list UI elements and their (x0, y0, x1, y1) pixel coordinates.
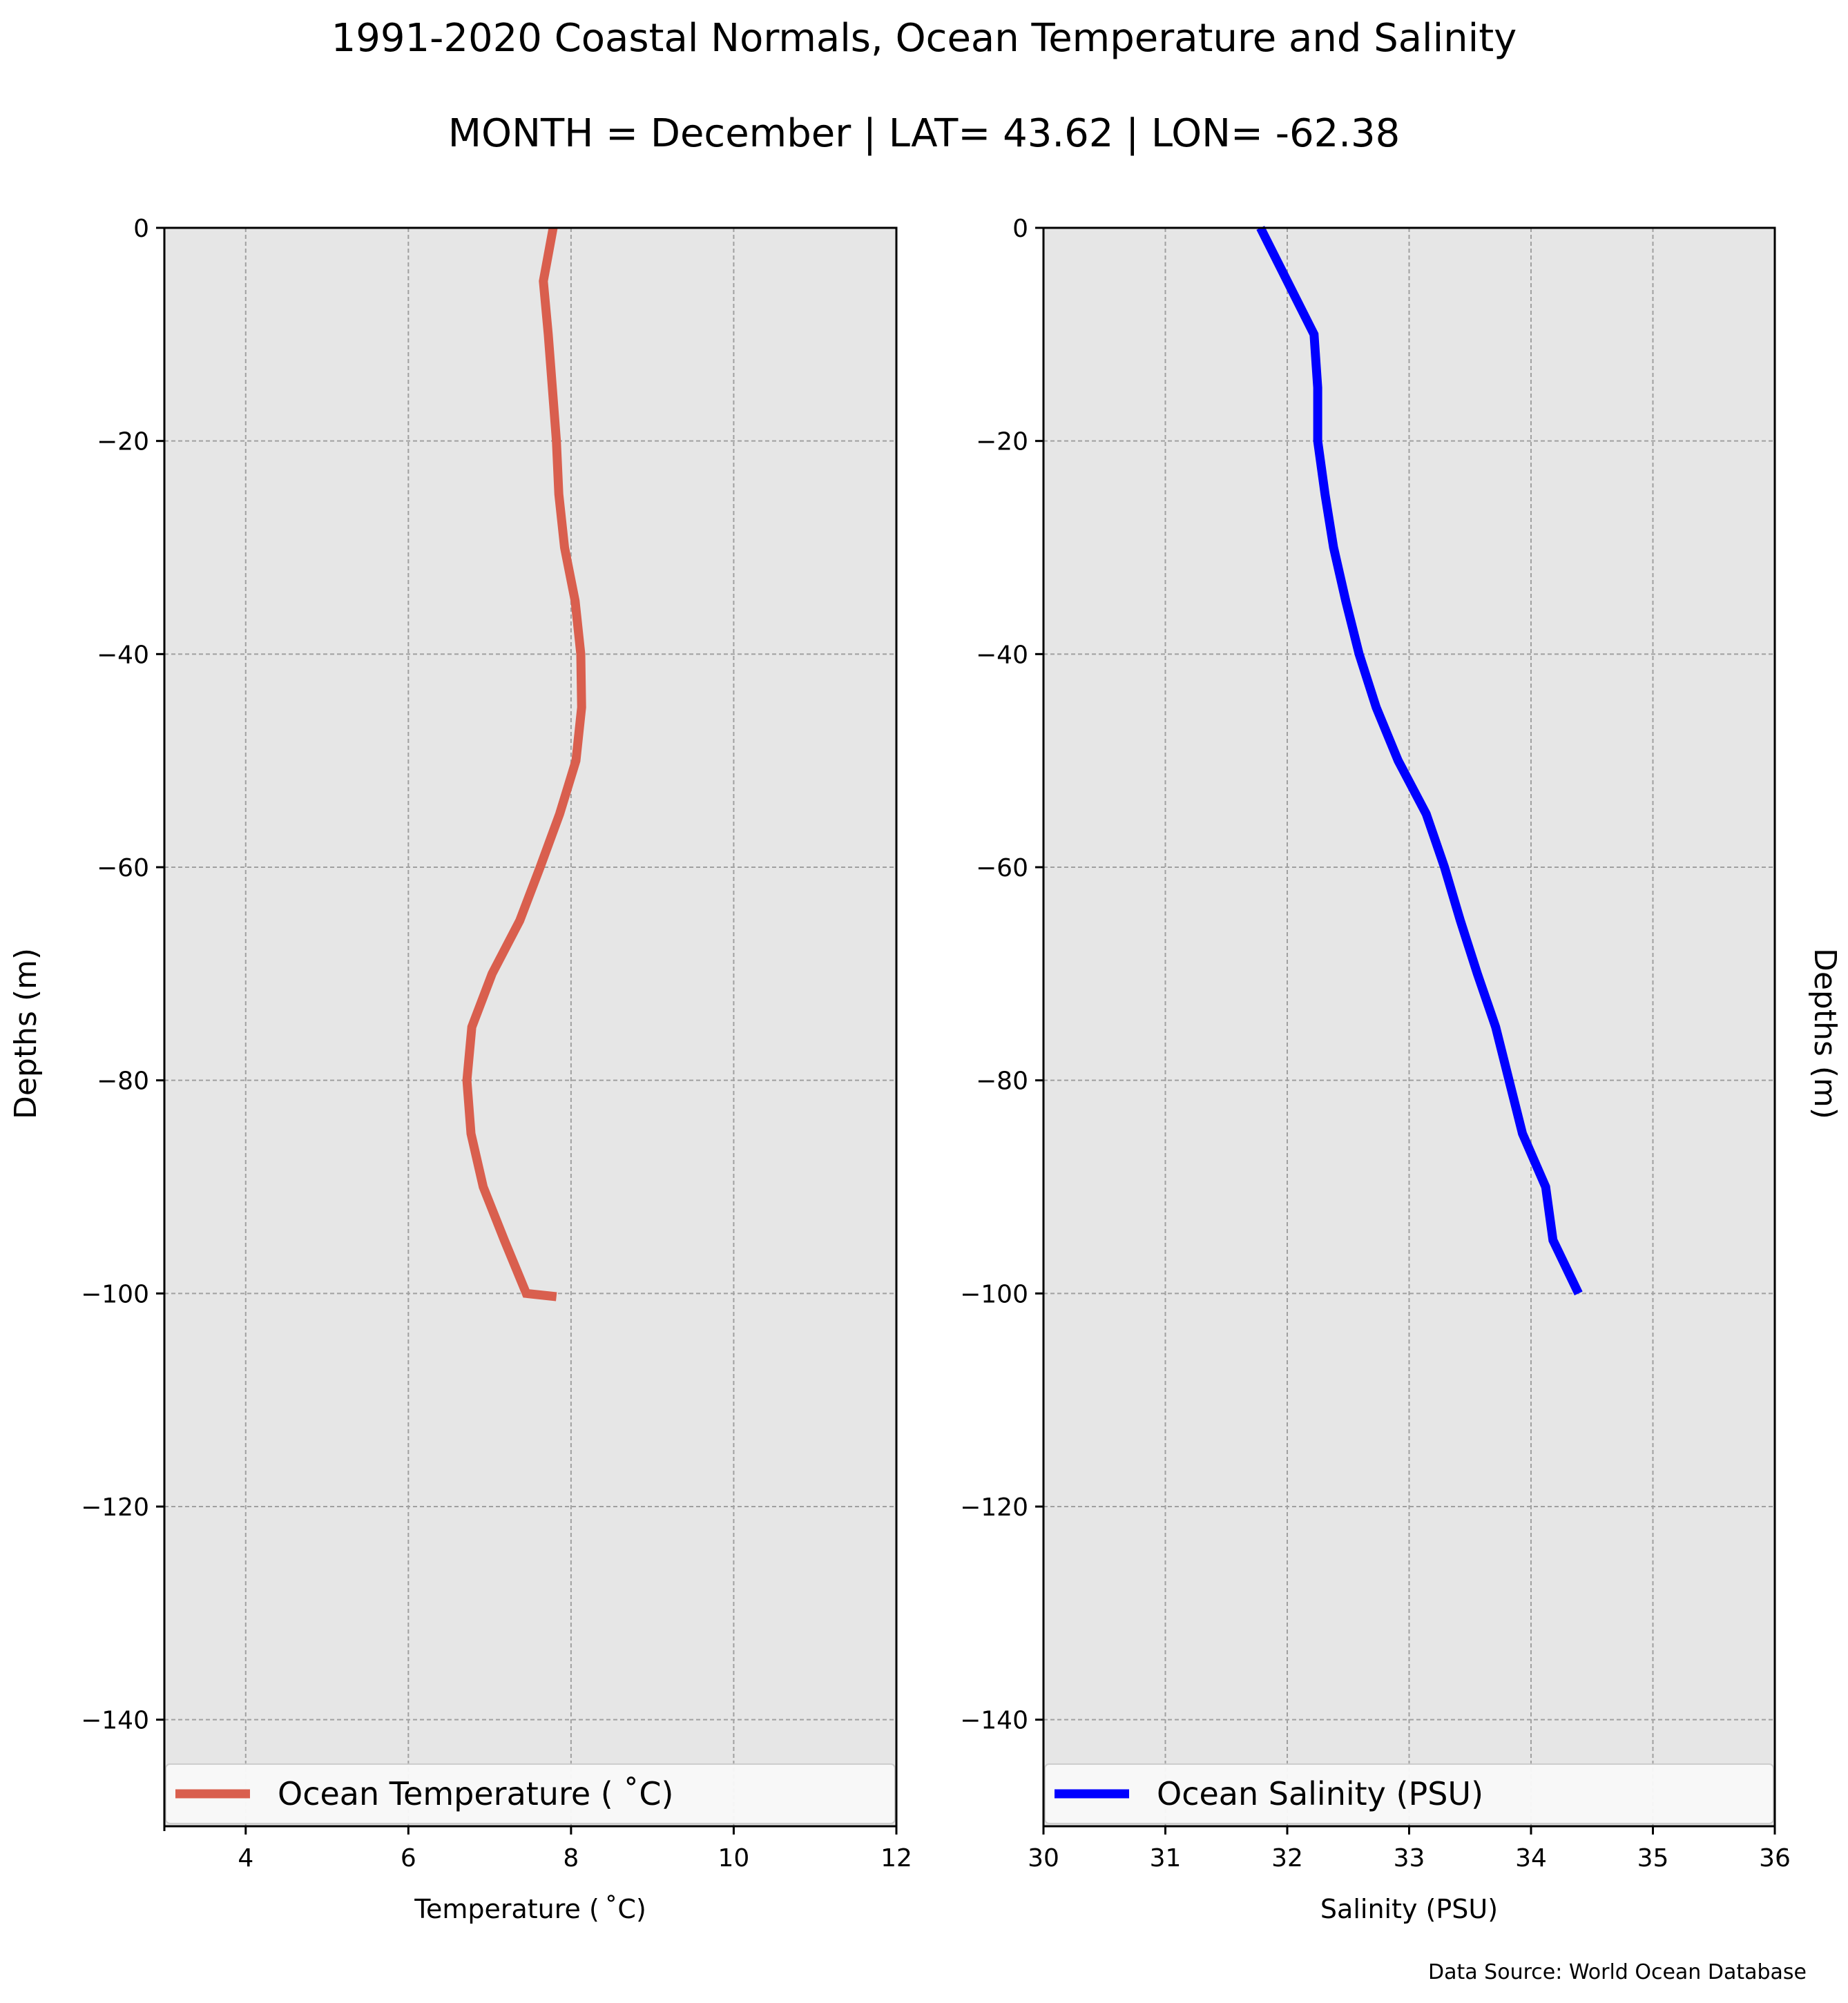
temperature-y-axis-label: Depths (m) (8, 948, 44, 1119)
salinity-legend[interactable]: Ocean Salinity (PSU) (1044, 1763, 1774, 1824)
temperature-axes-border (163, 226, 898, 1828)
temperature-legend-box (165, 1763, 896, 1824)
temperature-x-axis-label: Temperature ( ˚C) (414, 1894, 646, 1924)
salinity-x-tick-label: 34 (1515, 1844, 1547, 1873)
salinity-ticks: 30 31 32 33 34 35 36 0 −20 −40 −60 −80 −100 −120 −140 (960, 215, 1791, 1873)
temperature-y-tick-label: −140 (81, 1707, 149, 1735)
salinity-legend-box (1044, 1763, 1774, 1824)
salinity-panel: Ocean Salinity (PSU) 30 31 32 33 34 35 36 0 −20 −… (960, 215, 1842, 1924)
salinity-x-tick-label: 35 (1637, 1844, 1669, 1873)
figure-title: 1991-2020 Coastal Normals, Ocean Tempera… (331, 16, 1517, 61)
salinity-y-tick-label: −20 (976, 428, 1028, 456)
temperature-y-tick-label: 0 (133, 215, 149, 243)
salinity-x-tick-label: 32 (1271, 1844, 1303, 1873)
salinity-grid (1043, 228, 1775, 1826)
temperature-plot-area (164, 228, 896, 1826)
temperature-y-tick-label: −60 (97, 854, 149, 882)
salinity-y-tick-label: −140 (960, 1707, 1028, 1735)
temperature-x-tick-label: 6 (401, 1844, 416, 1873)
salinity-x-tick-label: 36 (1759, 1844, 1791, 1873)
temperature-x-tick-label: 8 (563, 1844, 579, 1873)
temperature-axes-frame (163, 226, 898, 1828)
salinity-y-tick-label: −40 (976, 641, 1028, 669)
salinity-x-tick-label: 30 (1028, 1844, 1059, 1873)
temperature-panel: Ocean Temperature ( ˚C) 4 6 8 10 12 0 −20 −40 −6… (8, 215, 912, 1924)
salinity-y-tick-label: −60 (976, 854, 1028, 882)
data-source-note: Data Source: World Ocean Database (1428, 1960, 1807, 1984)
salinity-y-tick-label: 0 (1012, 215, 1028, 243)
temperature-ticks: 4 6 8 10 12 0 −20 −40 −60 −80 −100 −120 −140 (81, 215, 912, 1873)
temperature-y-tick-label: −120 (81, 1493, 149, 1522)
salinity-y-tick-label: −80 (976, 1067, 1028, 1096)
temperature-legend-label: Ocean Temperature ( ˚C) (278, 1775, 673, 1812)
salinity-series (1256, 226, 1583, 1296)
temperature-profile-line (462, 226, 586, 1302)
salinity-legend-label: Ocean Salinity (PSU) (1157, 1775, 1483, 1812)
temperature-legend[interactable]: Ocean Temperature ( ˚C) (165, 1763, 896, 1824)
temperature-y-tick-label: −20 (97, 428, 149, 456)
temperature-y-tick-label: −100 (81, 1280, 149, 1308)
temperature-y-tick-label: −80 (97, 1067, 149, 1096)
temperature-x-tick-label: 10 (718, 1844, 750, 1873)
salinity-profile-line (1256, 226, 1583, 1296)
salinity-x-axis-label: Salinity (PSU) (1320, 1894, 1498, 1924)
salinity-y-tick-label: −120 (960, 1493, 1028, 1522)
salinity-y-axis-label: Depths (m) (1807, 948, 1842, 1119)
figure-subtitle: MONTH = December | LAT= 43.62 | LON= -62… (448, 111, 1401, 156)
salinity-x-tick-label: 31 (1150, 1844, 1182, 1873)
salinity-x-tick-label: 33 (1394, 1844, 1425, 1873)
temperature-series (462, 226, 586, 1302)
temperature-x-tick-label: 12 (880, 1844, 912, 1873)
salinity-y-tick-label: −100 (960, 1280, 1028, 1308)
temperature-x-tick-label: 4 (238, 1844, 253, 1873)
salinity-plot-area (1043, 228, 1775, 1826)
temperature-y-tick-label: −40 (97, 641, 149, 669)
